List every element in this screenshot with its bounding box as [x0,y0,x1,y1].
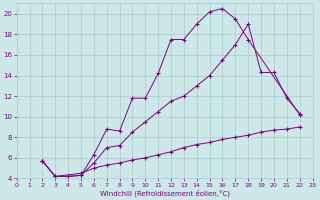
X-axis label: Windchill (Refroidissement éolien,°C): Windchill (Refroidissement éolien,°C) [100,189,229,197]
